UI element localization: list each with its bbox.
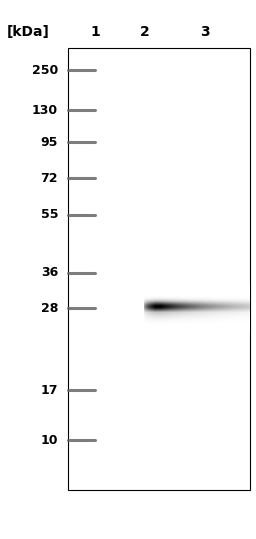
Text: 95: 95 xyxy=(41,135,58,149)
Text: 10: 10 xyxy=(40,433,58,446)
Text: 2: 2 xyxy=(140,25,150,39)
Text: 28: 28 xyxy=(41,301,58,314)
Text: 130: 130 xyxy=(32,103,58,116)
Text: 72: 72 xyxy=(40,171,58,184)
Text: 3: 3 xyxy=(200,25,210,39)
Text: 1: 1 xyxy=(90,25,100,39)
Text: 36: 36 xyxy=(41,266,58,280)
Text: 250: 250 xyxy=(32,64,58,77)
Text: 55: 55 xyxy=(40,209,58,222)
Text: [kDa]: [kDa] xyxy=(7,25,49,39)
Bar xyxy=(68,48,250,490)
Text: 17: 17 xyxy=(40,384,58,397)
